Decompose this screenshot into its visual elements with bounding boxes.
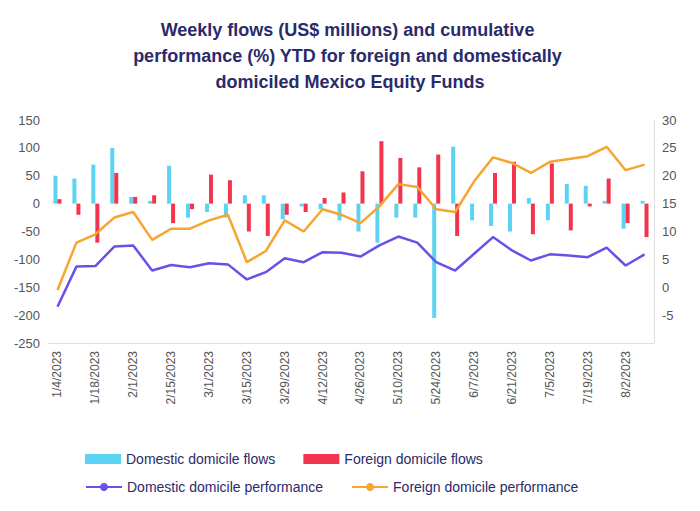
svg-text:3/1/2023: 3/1/2023 [202,351,216,398]
svg-text:30: 30 [662,113,676,128]
svg-text:5: 5 [662,252,669,267]
svg-text:100: 100 [18,140,40,155]
svg-text:8/2/2023: 8/2/2023 [619,351,633,398]
svg-text:2/15/2023: 2/15/2023 [164,351,178,405]
svg-text:Weekly flows (US$ millions) an: Weekly flows (US$ millions) and cumulati… [161,20,540,40]
svg-text:Domestic domicile performance: Domestic domicile performance [127,479,323,495]
svg-text:performance (%) YTD for foreig: performance (%) YTD for foreign and dome… [133,46,567,66]
svg-text:4/12/2023: 4/12/2023 [316,351,330,405]
svg-text:3/29/2023: 3/29/2023 [278,351,292,405]
svg-text:7/5/2023: 7/5/2023 [543,351,557,398]
svg-text:-50: -50 [21,224,40,239]
svg-text:3/15/2023: 3/15/2023 [240,351,254,405]
svg-text:domiciled Mexico Equity Funds: domiciled Mexico Equity Funds [215,72,484,92]
svg-text:1/4/2023: 1/4/2023 [50,351,64,398]
svg-text:-150: -150 [14,280,40,295]
svg-text:2/1/2023: 2/1/2023 [126,351,140,398]
svg-text:5/10/2023: 5/10/2023 [391,351,405,405]
svg-text:Foreign domicile performance: Foreign domicile performance [393,479,578,495]
svg-text:25: 25 [662,140,676,155]
svg-text:0: 0 [33,196,40,211]
svg-text:-200: -200 [14,308,40,323]
svg-text:4/26/2023: 4/26/2023 [353,351,367,405]
svg-text:-100: -100 [14,252,40,267]
svg-text:0: 0 [662,280,669,295]
svg-text:150: 150 [18,113,40,128]
svg-text:50: 50 [26,168,40,183]
svg-text:5/24/2023: 5/24/2023 [429,351,443,405]
svg-text:20: 20 [662,168,676,183]
svg-text:6/7/2023: 6/7/2023 [467,351,481,398]
svg-text:15: 15 [662,196,676,211]
svg-text:10: 10 [662,224,676,239]
svg-text:1/18/2023: 1/18/2023 [88,351,102,405]
svg-text:6/21/2023: 6/21/2023 [505,351,519,405]
svg-text:Foreign domicile flows: Foreign domicile flows [344,451,483,467]
svg-text:7/19/2023: 7/19/2023 [581,351,595,405]
svg-text:-5: -5 [662,308,674,323]
svg-text:-250: -250 [14,336,40,351]
svg-text:Domestic domicile flows: Domestic domicile flows [126,451,275,467]
